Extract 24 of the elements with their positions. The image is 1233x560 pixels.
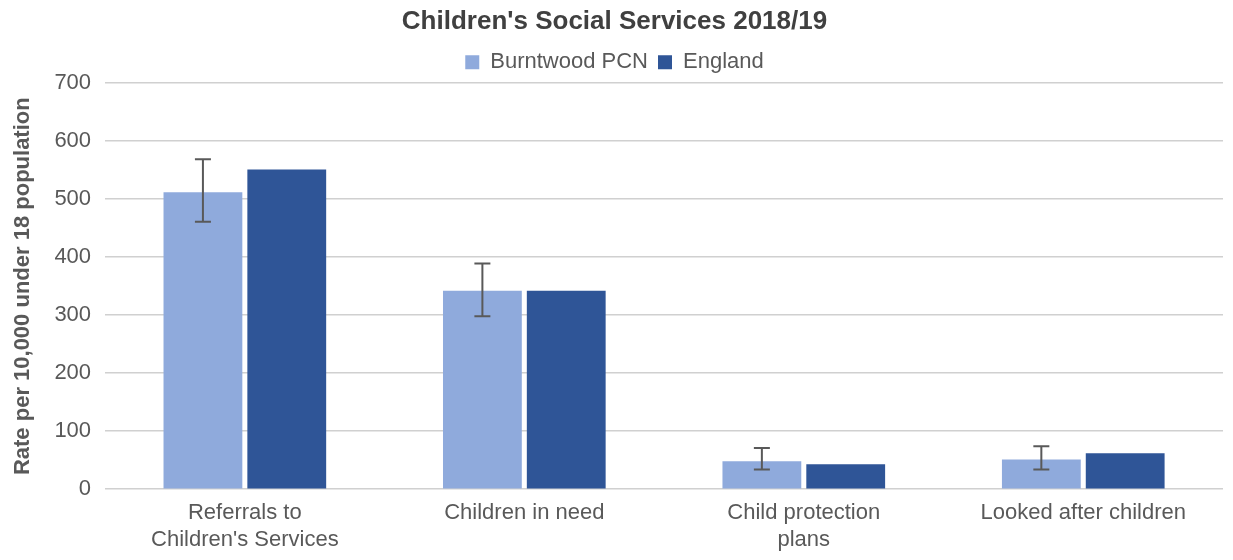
bar <box>442 290 522 489</box>
y-axis-title: Rate per 10,000 under 18 population <box>9 97 35 476</box>
y-tick-label: 700 <box>54 69 92 95</box>
y-tick-label: 600 <box>54 127 92 153</box>
legend-label: Burntwood PCN <box>490 48 649 74</box>
y-tick-label: 100 <box>54 417 92 443</box>
y-tick-label: 300 <box>54 301 92 327</box>
chart-title: Children's Social Services 2018/19 <box>401 4 828 35</box>
legend-label: England <box>683 48 764 74</box>
bar <box>526 290 606 489</box>
bar <box>247 169 327 489</box>
x-tick-label: Child protection plans <box>727 499 881 551</box>
bar <box>1001 459 1081 489</box>
bar <box>163 192 243 489</box>
bar <box>806 464 886 489</box>
y-tick-label: 200 <box>54 359 92 385</box>
bar <box>1085 453 1165 489</box>
y-tick-label: 500 <box>54 185 92 211</box>
x-tick-label: Referrals to Children's Services <box>151 499 339 551</box>
x-tick-label: Children in need <box>444 499 605 525</box>
y-tick-label: 0 <box>78 475 92 501</box>
x-tick-label: Looked after children <box>980 499 1186 525</box>
y-tick-label: 400 <box>54 243 92 269</box>
bar <box>722 461 802 489</box>
